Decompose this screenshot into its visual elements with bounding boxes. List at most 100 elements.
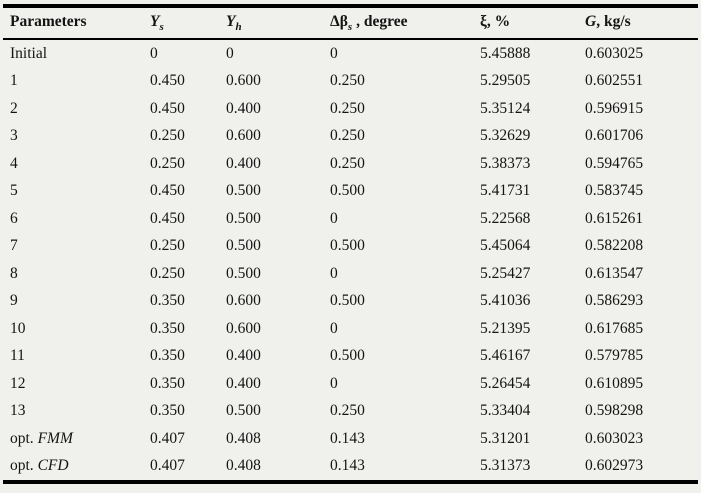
cell-ys: 0.407 bbox=[150, 429, 185, 447]
col-header-parameters: Parameters bbox=[10, 13, 87, 30]
cell-ys: 0.350 bbox=[150, 374, 185, 392]
cell-yh: 0.400 bbox=[226, 154, 261, 172]
cell-parameter: 1 bbox=[3, 68, 143, 96]
cell-yh: 0.600 bbox=[226, 292, 261, 310]
cell-g: 0.613547 bbox=[585, 264, 644, 282]
dbeta-unit: , degree bbox=[356, 13, 408, 30]
g-symbol: G bbox=[585, 13, 597, 30]
cell-dbeta: 0.143 bbox=[330, 457, 365, 475]
parameter-label: 3 bbox=[10, 127, 18, 145]
table-body: Initial 0 0 0 5.45888 0.603025 1 0.450 0… bbox=[3, 39, 698, 482]
cell-parameter: 4 bbox=[3, 150, 143, 178]
cell-ys: 0 bbox=[150, 44, 158, 62]
cell-parameter: 13 bbox=[3, 398, 143, 426]
table-row: opt. FMM 0.407 0.408 0.143 5.31201 0.603… bbox=[3, 425, 698, 453]
cell-dbeta: 0 bbox=[330, 374, 338, 392]
cell-parameter: 10 bbox=[3, 315, 143, 343]
table-header-row: Parameters Ys Yh Δβs, degree ξ, % G, kg/… bbox=[3, 6, 698, 39]
parameter-label: opt. bbox=[10, 429, 38, 447]
cell-ys: 0.407 bbox=[150, 457, 185, 475]
table-row: 10 0.350 0.600 0 5.21395 0.617685 bbox=[3, 315, 698, 343]
cell-yh: 0.600 bbox=[226, 72, 261, 90]
table-row: 12 0.350 0.400 0 5.26454 0.610895 bbox=[3, 370, 698, 398]
paper-table-sheet: Parameters Ys Yh Δβs, degree ξ, % G, kg/… bbox=[3, 4, 698, 484]
cell-parameter: 8 bbox=[3, 260, 143, 288]
cell-g: 0.615261 bbox=[585, 209, 644, 227]
cell-dbeta: 0.250 bbox=[330, 402, 365, 420]
cell-parameter: opt. FMM bbox=[3, 425, 143, 453]
parameter-label: 10 bbox=[10, 319, 26, 337]
cell-xi: 5.31373 bbox=[480, 457, 531, 475]
cell-xi: 5.21395 bbox=[480, 319, 531, 337]
cell-ys: 0.450 bbox=[150, 72, 185, 90]
cell-dbeta: 0 bbox=[330, 44, 338, 62]
cell-dbeta: 0.500 bbox=[330, 237, 365, 255]
parameter-label: 8 bbox=[10, 264, 18, 282]
cell-xi: 5.45064 bbox=[480, 237, 531, 255]
cell-xi: 5.25427 bbox=[480, 264, 531, 282]
cell-g: 0.610895 bbox=[585, 374, 644, 392]
cell-g: 0.582208 bbox=[585, 237, 644, 255]
cell-ys: 0.250 bbox=[150, 127, 185, 145]
col-header-xi: ξ, % bbox=[480, 13, 511, 30]
table-row: 2 0.450 0.400 0.250 5.35124 0.596915 bbox=[3, 95, 698, 123]
cell-yh: 0.500 bbox=[226, 402, 261, 420]
cell-xi: 5.38373 bbox=[480, 154, 531, 172]
parameter-label: 12 bbox=[10, 374, 26, 392]
parameter-label: 2 bbox=[10, 99, 18, 117]
cell-xi: 5.41731 bbox=[480, 182, 531, 200]
cell-dbeta: 0.250 bbox=[330, 72, 365, 90]
cell-parameter: 9 bbox=[3, 288, 143, 316]
optimization-results-table: Parameters Ys Yh Δβs, degree ξ, % G, kg/… bbox=[3, 4, 698, 484]
parameter-label: 6 bbox=[10, 209, 18, 227]
cell-g: 0.602973 bbox=[585, 457, 644, 475]
cell-parameter: 6 bbox=[3, 205, 143, 233]
cell-parameter: 11 bbox=[3, 343, 143, 371]
table-row: 5 0.450 0.500 0.500 5.41731 0.583745 bbox=[3, 178, 698, 206]
cell-xi: 5.26454 bbox=[480, 374, 531, 392]
cell-parameter: 12 bbox=[3, 370, 143, 398]
cell-ys: 0.250 bbox=[150, 264, 185, 282]
cell-yh: 0.500 bbox=[226, 209, 261, 227]
table-row: 13 0.350 0.500 0.250 5.33404 0.598298 bbox=[3, 398, 698, 426]
yh-symbol: Y bbox=[226, 13, 236, 30]
cell-ys: 0.350 bbox=[150, 347, 185, 365]
col-header-dbeta: Δβs, degree bbox=[323, 6, 473, 39]
ys-symbol: Y bbox=[150, 13, 160, 30]
parameter-label: 9 bbox=[10, 292, 18, 310]
table-row: 9 0.350 0.600 0.500 5.41036 0.586293 bbox=[3, 288, 698, 316]
cell-parameter: 2 bbox=[3, 95, 143, 123]
yh-subscript: h bbox=[235, 21, 242, 34]
cell-ys: 0.250 bbox=[150, 237, 185, 255]
cell-yh: 0.400 bbox=[226, 99, 261, 117]
parameter-label: 5 bbox=[10, 182, 18, 200]
parameter-label: 7 bbox=[10, 237, 18, 255]
cell-ys: 0.450 bbox=[150, 209, 185, 227]
cell-dbeta: 0.500 bbox=[330, 292, 365, 310]
cell-dbeta: 0.143 bbox=[330, 429, 365, 447]
cell-ys: 0.350 bbox=[150, 319, 185, 337]
cell-dbeta: 0.250 bbox=[330, 127, 365, 145]
cell-ys: 0.350 bbox=[150, 402, 185, 420]
col-header-ys: Ys bbox=[143, 6, 219, 39]
cell-g: 0.596915 bbox=[585, 99, 644, 117]
table-row: Initial 0 0 0 5.45888 0.603025 bbox=[3, 39, 698, 68]
cell-ys: 0.450 bbox=[150, 182, 185, 200]
cell-yh: 0.600 bbox=[226, 127, 261, 145]
parameter-label: opt. bbox=[10, 457, 38, 475]
cell-g: 0.603023 bbox=[585, 429, 644, 447]
cell-yh: 0.500 bbox=[226, 264, 261, 282]
cell-dbeta: 0 bbox=[330, 319, 338, 337]
dbeta-subscript: s bbox=[347, 21, 353, 34]
cell-xi: 5.41036 bbox=[480, 292, 531, 310]
table-row: 6 0.450 0.500 0 5.22568 0.615261 bbox=[3, 205, 698, 233]
parameter-label: Initial bbox=[10, 44, 48, 62]
parameter-label: 1 bbox=[10, 72, 18, 90]
g-unit: , kg/s bbox=[596, 13, 631, 30]
parameter-label: 13 bbox=[10, 402, 26, 420]
cell-yh: 0.400 bbox=[226, 347, 261, 365]
cell-xi: 5.33404 bbox=[480, 402, 531, 420]
cell-ys: 0.250 bbox=[150, 154, 185, 172]
parameter-label-italic: FMM bbox=[37, 429, 73, 447]
cell-parameter: 3 bbox=[3, 123, 143, 151]
